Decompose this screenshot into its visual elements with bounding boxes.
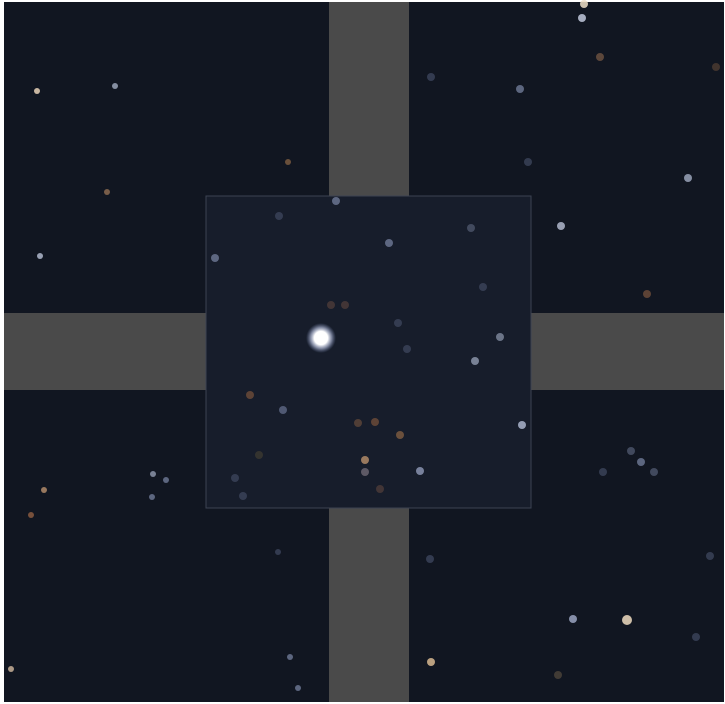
star — [496, 333, 504, 341]
star — [627, 447, 635, 455]
star — [650, 468, 658, 476]
star — [637, 458, 645, 466]
star — [427, 73, 435, 81]
star — [376, 485, 384, 493]
star — [279, 406, 287, 414]
star — [275, 549, 281, 555]
star — [557, 222, 565, 230]
star — [569, 615, 577, 623]
star — [479, 283, 487, 291]
star — [396, 431, 404, 439]
star — [385, 239, 393, 247]
star — [149, 494, 155, 500]
guide-bar-right — [531, 313, 724, 390]
inner-stars — [211, 197, 526, 500]
star — [361, 456, 369, 464]
star — [371, 418, 379, 426]
star — [327, 301, 335, 309]
star — [211, 254, 219, 262]
star — [104, 189, 110, 195]
star — [287, 654, 293, 660]
star — [427, 658, 435, 666]
star — [295, 685, 301, 691]
star — [163, 477, 169, 483]
star — [255, 451, 263, 459]
star — [34, 88, 40, 94]
guide-bar-bottom — [329, 508, 409, 702]
star — [41, 487, 47, 493]
star — [471, 357, 479, 365]
outer-stars — [8, 0, 720, 691]
star — [37, 253, 43, 259]
star — [275, 212, 283, 220]
star — [341, 301, 349, 309]
star — [246, 391, 254, 399]
star — [394, 319, 402, 327]
star — [692, 633, 700, 641]
star — [112, 83, 118, 89]
star — [596, 53, 604, 61]
star — [150, 471, 156, 477]
star — [643, 290, 651, 298]
star — [684, 174, 692, 182]
star — [231, 474, 239, 482]
star — [622, 615, 632, 625]
star — [578, 14, 586, 22]
star — [706, 552, 714, 560]
star — [518, 421, 526, 429]
star — [28, 512, 34, 518]
star — [8, 666, 14, 672]
star — [332, 197, 340, 205]
guide-bar-top — [329, 2, 409, 196]
star — [285, 159, 291, 165]
star — [524, 158, 532, 166]
star — [403, 345, 411, 353]
star — [580, 0, 588, 8]
star — [599, 468, 607, 476]
star — [416, 467, 424, 475]
guide-bar-left — [4, 313, 206, 390]
star — [467, 224, 475, 232]
star — [516, 85, 524, 93]
star — [361, 468, 369, 476]
star — [554, 671, 562, 679]
bright-star — [306, 323, 336, 353]
star — [354, 419, 362, 427]
star — [239, 492, 247, 500]
star — [712, 63, 720, 71]
star — [426, 555, 434, 563]
